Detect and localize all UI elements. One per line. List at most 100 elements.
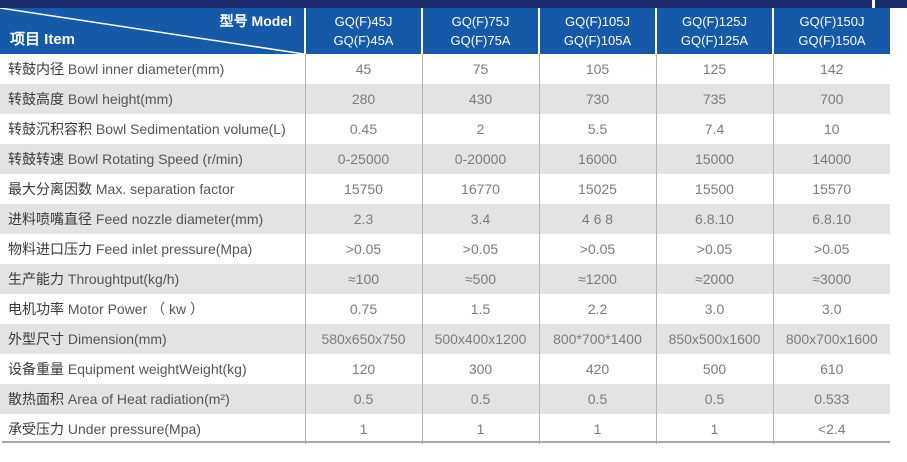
spec-value-cell: 0.5 xyxy=(538,384,656,414)
spec-row-label: 散热面积 Area of Heat radiation(m²) xyxy=(0,384,305,414)
spec-row-label: 设备重量 Equipment weightWeight(kg) xyxy=(8,361,247,377)
table-row: 电机功率 Motor Power （ kw ） 0.75 1.5 2.2 3.0 3.0 xyxy=(0,294,890,324)
spec-row-label: 最大分离因数 Max. separation factor xyxy=(8,181,235,197)
spec-value-cell: 120 xyxy=(304,354,422,384)
table-row: 转鼓高度 Bowl height(mm) 280 430 730 735 700 xyxy=(0,84,890,114)
table-row: 转鼓转速 Bowl Rotating Speed (r/min) 0-25000 0… xyxy=(0,144,890,174)
spec-value-cell: 280 xyxy=(304,84,422,114)
spec-value-cell: 0-25000 xyxy=(304,144,422,174)
spec-value-cell: 3.0 xyxy=(655,294,773,324)
spec-table-header: 型号 Model 项目 Item GQ(F)45J GQ(F)45A GQ(F)75… xyxy=(0,8,890,54)
spec-value-cell: >0.05 xyxy=(421,234,539,264)
spec-row-label: 生产能力 Throughtput(kg/h) xyxy=(0,264,305,294)
model-column-header: GQ(F)105J GQ(F)105A xyxy=(538,8,656,54)
spec-row-label: 电机功率 Motor Power （ kw ） xyxy=(8,301,205,317)
spec-value-cell: 2.2 xyxy=(538,294,656,324)
spec-value-cell: 45 xyxy=(304,54,422,84)
spec-value-cell: 1.5 xyxy=(421,294,539,324)
spec-value-cell: 850x500x1600 xyxy=(655,324,773,354)
model-column-header: GQ(F)75J GQ(F)75A xyxy=(421,8,539,54)
spec-value-cell: <2.4 xyxy=(772,414,890,444)
corner-header-cell: 型号 Model 项目 Item xyxy=(0,8,305,54)
spec-value-cell: 16770 xyxy=(421,174,539,204)
spec-value-cell: 1 xyxy=(421,414,539,444)
model-header-label: 型号 Model xyxy=(219,13,292,29)
spec-value-cell: >0.05 xyxy=(772,234,890,264)
spec-table-body: 转鼓内径 Bowl inner diameter(mm) 45 75 105 125 14… xyxy=(0,54,890,444)
diagonal-divider-line xyxy=(0,8,304,54)
table-row: 承受压力 Under pressure(Mpa) 1 1 1 1 <2.4 xyxy=(0,414,890,444)
spec-value-cell: 14000 xyxy=(772,144,890,174)
spec-value-cell: 800*700*1400 xyxy=(538,324,656,354)
spec-value-cell: 3.0 xyxy=(772,294,890,324)
spec-value-cell: 0.5 xyxy=(655,384,773,414)
spec-value-cell: 700 xyxy=(772,84,890,114)
spec-row-label: 转鼓沉积容积 Bowl Sedimentation volume(L) xyxy=(8,121,286,137)
spec-value-cell: 610 xyxy=(772,354,890,384)
spec-row-label: 转鼓高度 Bowl height(mm) xyxy=(0,84,305,114)
spec-value-cell: 6.8.10 xyxy=(655,204,773,234)
spec-value-cell: 15570 xyxy=(772,174,890,204)
spec-value-cell: 2.3 xyxy=(304,204,422,234)
spec-value-cell: ≈2000 xyxy=(655,264,773,294)
spec-value-cell: 10 xyxy=(772,114,890,144)
top-accent-bar xyxy=(0,0,907,8)
spec-value-cell: 0.5 xyxy=(421,384,539,414)
table-row: 转鼓沉积容积 Bowl Sedimentation volume(L) 0.45 2… xyxy=(0,114,890,144)
table-row: 进料喷嘴直径 Feed nozzle diameter(mm) 2.3 3.4 4 6… xyxy=(0,204,890,234)
spec-value-cell: 15750 xyxy=(304,174,422,204)
spec-value-cell: 142 xyxy=(772,54,890,84)
spec-value-cell: >0.05 xyxy=(304,234,422,264)
model-column-header: GQ(F)45J GQ(F)45A xyxy=(304,8,422,54)
spec-value-cell: 800x700x1600 xyxy=(772,324,890,354)
spec-value-cell: 75 xyxy=(421,54,539,84)
spec-value-cell: 730 xyxy=(538,84,656,114)
spec-value-cell: 6.8.10 xyxy=(772,204,890,234)
spec-value-cell: 300 xyxy=(421,354,539,384)
table-row: 外型尺寸 Dimension(mm) 580x650x750 500x400x120… xyxy=(0,324,890,354)
spec-value-cell: 430 xyxy=(421,84,539,114)
spec-row-label: 转鼓转速 Bowl Rotating Speed (r/min) xyxy=(0,144,305,174)
spec-value-cell: 1 xyxy=(538,414,656,444)
spec-value-cell: 16000 xyxy=(538,144,656,174)
spec-value-cell: 580x650x750 xyxy=(304,324,422,354)
spec-value-cell: ≈1200 xyxy=(538,264,656,294)
spec-value-cell: ≈500 xyxy=(421,264,539,294)
model-column-header: GQ(F)150J GQ(F)150A xyxy=(772,8,890,54)
spec-table: 型号 Model 项目 Item GQ(F)45J GQ(F)45A GQ(F)75… xyxy=(0,8,890,444)
spec-value-cell: ≈3000 xyxy=(772,264,890,294)
spec-row-label: 转鼓内径 Bowl inner diameter(mm) xyxy=(8,61,225,77)
spec-value-cell: 3.4 xyxy=(421,204,539,234)
spec-row-label: 进料喷嘴直径 Feed nozzle diameter(mm) xyxy=(0,204,305,234)
table-row: 最大分离因数 Max. separation factor 15750 16770 1… xyxy=(0,174,890,204)
spec-value-cell: 5.5 xyxy=(538,114,656,144)
table-row: 生产能力 Throughtput(kg/h) ≈100 ≈500 ≈1200 ≈2000… xyxy=(0,264,890,294)
spec-value-cell: 15000 xyxy=(655,144,773,174)
spec-value-cell: 500 xyxy=(655,354,773,384)
spec-value-cell: >0.05 xyxy=(538,234,656,264)
spec-value-cell: 125 xyxy=(655,54,773,84)
table-row: 设备重量 Equipment weightWeight(kg) 120 300 420… xyxy=(0,354,890,384)
spec-row-label: 外型尺寸 Dimension(mm) xyxy=(0,324,305,354)
spec-value-cell: >0.05 xyxy=(655,234,773,264)
spec-value-cell: 0-20000 xyxy=(421,144,539,174)
model-column-header: GQ(F)125J GQ(F)125A xyxy=(655,8,773,54)
spec-row-label: 承受压力 Under pressure(Mpa) xyxy=(8,421,201,437)
spec-value-cell: 2 xyxy=(421,114,539,144)
table-row: 散热面积 Area of Heat radiation(m²) 0.5 0.5 0.5… xyxy=(0,384,890,414)
spec-value-cell: 420 xyxy=(538,354,656,384)
spec-value-cell: 15025 xyxy=(538,174,656,204)
spec-row-label: 物料进口压力 Feed inlet pressure(Mpa) xyxy=(8,241,253,257)
spec-value-cell: 0.533 xyxy=(772,384,890,414)
spec-value-cell: 0.75 xyxy=(304,294,422,324)
item-header-label: 项目 Item xyxy=(10,31,76,48)
table-row: 物料进口压力 Feed inlet pressure(Mpa) >0.05 >0.0… xyxy=(0,234,890,264)
spec-value-cell: 1 xyxy=(655,414,773,444)
spec-value-cell: 1 xyxy=(304,414,422,444)
bottom-rule xyxy=(2,441,890,443)
spec-value-cell: 500x400x1200 xyxy=(421,324,539,354)
spec-value-cell: 0.45 xyxy=(304,114,422,144)
spec-value-cell: ≈100 xyxy=(304,264,422,294)
spec-value-cell: 735 xyxy=(655,84,773,114)
spec-value-cell: 0.5 xyxy=(304,384,422,414)
